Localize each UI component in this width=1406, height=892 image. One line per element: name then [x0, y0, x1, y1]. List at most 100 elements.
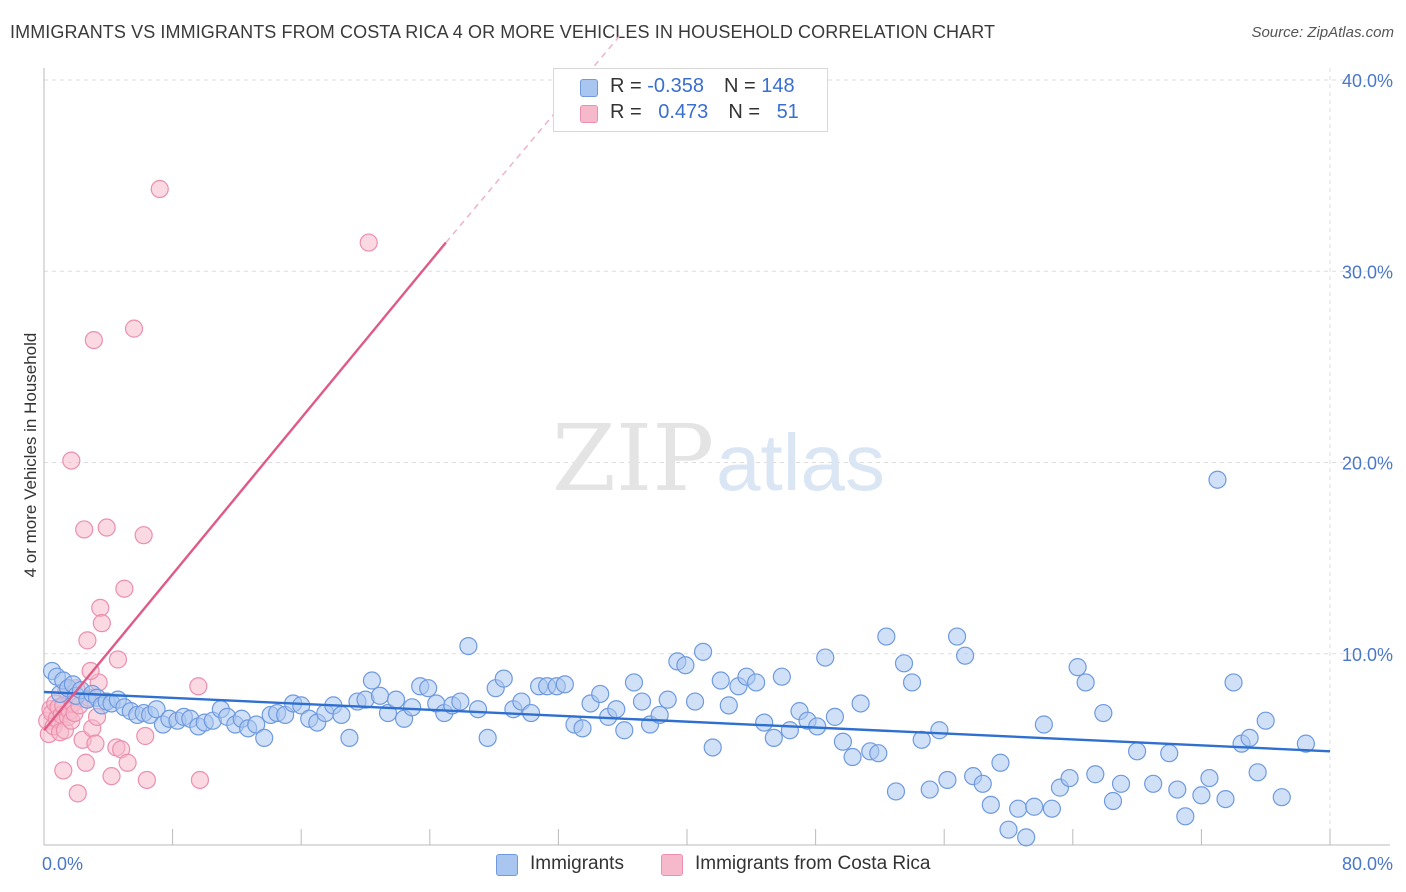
immigrants-point	[362, 671, 382, 690]
immigrants-point	[1060, 768, 1079, 788]
immigrants-point	[1009, 799, 1028, 818]
immigrants-point	[607, 700, 626, 719]
immigrants-point	[1111, 774, 1131, 793]
immigrants-point	[1103, 791, 1123, 811]
costa-rica-point	[137, 770, 156, 790]
costa-rica-trend-line	[43, 241, 447, 732]
watermark: ZIP atlas	[552, 405, 885, 512]
immigrants-point	[459, 636, 478, 656]
immigrants-point	[999, 820, 1018, 839]
immigrants-point	[711, 671, 730, 690]
immigrants-point	[1076, 673, 1095, 692]
immigrants-point	[1256, 711, 1275, 730]
bottom-legend-swatch-pink	[661, 854, 683, 876]
immigrants-point	[1224, 673, 1243, 692]
grid-lines	[44, 68, 1370, 845]
costa-rica-point	[134, 526, 153, 545]
immigrants-point	[1017, 828, 1036, 847]
immigrants-point	[468, 700, 488, 719]
immigrants-point	[624, 673, 644, 692]
costa-rica-point	[97, 518, 116, 537]
immigrants-point	[747, 673, 766, 692]
immigrants-point	[247, 715, 266, 734]
immigrants-point	[902, 673, 922, 692]
immigrants-point	[615, 721, 634, 740]
immigrants-point	[332, 705, 351, 725]
immigrants-point	[877, 627, 896, 646]
watermark-atlas: atlas	[716, 418, 885, 507]
immigrants-point	[693, 642, 713, 661]
immigrants-point	[816, 648, 835, 667]
immigrants-point	[451, 692, 470, 711]
costa-rica-point	[359, 233, 378, 252]
immigrants-point	[833, 732, 853, 751]
immigrants-point	[825, 707, 844, 726]
immigrants-point	[764, 728, 783, 748]
immigrants-point	[843, 747, 862, 767]
immigrants-point	[1272, 788, 1291, 807]
costa-rica-point	[84, 331, 103, 350]
costa-rica-point	[54, 761, 73, 780]
costa-rica-point	[76, 753, 95, 772]
costa-rica-point	[150, 179, 169, 199]
immigrants-point	[419, 679, 438, 698]
immigrants-point	[938, 770, 957, 790]
immigrants-point	[920, 780, 939, 799]
costa-rica-point	[75, 520, 94, 539]
immigrants-point	[1208, 470, 1227, 489]
legend-n-value: 148	[761, 75, 795, 97]
legend-r-value: -0.358	[647, 75, 704, 97]
immigrants-point	[147, 700, 166, 719]
immigrants-point	[386, 690, 406, 709]
watermark-zip: ZIP	[552, 405, 714, 512]
x-tick-label: 80.0%	[1342, 854, 1393, 874]
immigrants-point	[991, 753, 1010, 772]
costa-rica-point	[92, 614, 111, 633]
legend-r-value: 0.473	[658, 101, 709, 123]
chart-title: IMMIGRANTS VS IMMIGRANTS FROM COSTA RICA…	[10, 22, 996, 42]
immigrants-point	[1176, 807, 1195, 826]
costa-rica-point	[108, 650, 128, 669]
immigrants-point	[1240, 728, 1259, 748]
immigrants-point	[955, 646, 975, 665]
correlation-legend: R = -0.358 N = 148 R = 0.473 N = 51	[553, 68, 828, 132]
legend-swatch-pink	[580, 105, 598, 123]
legend-n-label: N =	[728, 101, 766, 123]
costa-rica-point	[124, 319, 144, 338]
y-axis-label: 4 or more Vehicles in Household	[21, 333, 40, 578]
costa-rica-point	[136, 726, 155, 746]
immigrants-point	[981, 795, 1000, 814]
immigrants-point	[1248, 763, 1267, 782]
immigrants-point	[755, 713, 774, 732]
immigrants-point	[886, 782, 906, 801]
immigrants-point	[1034, 715, 1053, 734]
immigrants-point	[555, 675, 574, 694]
immigrants-point	[780, 721, 799, 740]
immigrants-point	[403, 698, 422, 717]
legend-n-label: N =	[723, 75, 762, 97]
immigrants-point	[1127, 742, 1147, 761]
immigrants-point	[573, 719, 592, 738]
immigrants-point	[947, 627, 967, 646]
costa-rica-point	[190, 770, 210, 790]
costa-rica-point	[62, 451, 81, 470]
costa-rica-points	[38, 179, 378, 803]
immigrants-point	[703, 738, 722, 757]
immigrants-point	[1094, 703, 1113, 723]
immigrants-point	[1216, 789, 1235, 809]
legend-r-label: R =	[610, 101, 648, 123]
legend-swatch-blue	[580, 79, 598, 97]
immigrants-point	[973, 774, 992, 793]
bottom-legend-swatch-blue	[496, 854, 518, 876]
costa-rica-point	[102, 767, 121, 786]
immigrants-point	[1144, 774, 1163, 793]
legend-n-value: 51	[776, 101, 799, 123]
y-tick-label: 10.0%	[1342, 645, 1393, 665]
immigrants-point	[676, 656, 695, 675]
immigrants-point	[340, 728, 359, 748]
immigrants-point	[1160, 744, 1179, 763]
costa-rica-point	[189, 677, 208, 696]
immigrants-point	[632, 692, 652, 711]
immigrants-point	[1296, 734, 1315, 753]
y-tick-labels: 10.0% 20.0% 30.0% 40.0%	[1342, 71, 1393, 665]
